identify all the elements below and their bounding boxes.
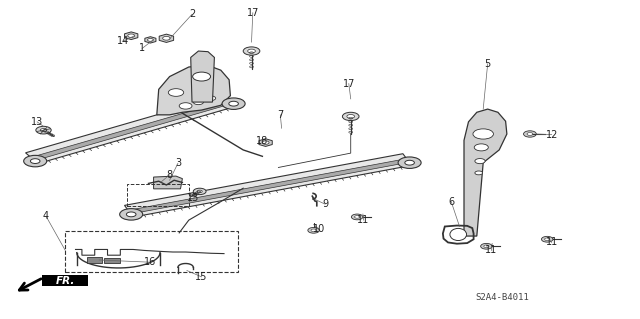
Circle shape [545,238,550,241]
Bar [127,184,189,206]
Polygon shape [26,95,237,164]
Circle shape [308,227,319,233]
Text: 11: 11 [485,245,498,256]
Circle shape [243,47,260,55]
Circle shape [351,214,363,220]
Polygon shape [159,34,173,42]
Polygon shape [154,176,182,189]
Text: 13: 13 [31,117,44,127]
Circle shape [262,141,269,144]
Circle shape [474,144,488,151]
Circle shape [168,89,184,96]
Circle shape [398,157,421,168]
Text: 8: 8 [166,170,173,180]
Circle shape [193,72,211,81]
Text: 3: 3 [175,158,181,168]
Circle shape [355,216,360,218]
Text: 17: 17 [246,8,259,18]
Text: 5: 5 [484,59,491,69]
Bar [87,257,102,263]
Circle shape [475,159,485,164]
Text: 7: 7 [277,110,284,120]
Bar [104,258,120,263]
Circle shape [248,49,255,53]
Circle shape [229,101,239,106]
Text: 18: 18 [256,136,269,146]
Text: 9: 9 [322,199,328,209]
Text: FR.: FR. [56,276,75,286]
FancyBboxPatch shape [42,275,88,286]
Circle shape [147,39,153,41]
Text: 11: 11 [545,237,558,248]
Text: 14: 14 [116,36,129,47]
Polygon shape [259,139,272,146]
Text: 2: 2 [189,9,195,19]
Circle shape [40,129,47,132]
Text: 15: 15 [195,272,208,282]
Text: 4: 4 [43,211,49,221]
Circle shape [193,188,206,195]
Circle shape [473,129,493,139]
Circle shape [24,155,47,167]
Polygon shape [125,154,412,217]
Circle shape [481,243,492,249]
Text: 12: 12 [545,130,558,140]
Polygon shape [157,65,230,115]
Text: S2A4-B4011: S2A4-B4011 [475,293,529,302]
Circle shape [222,98,245,109]
Polygon shape [191,51,214,102]
Polygon shape [31,100,233,161]
Circle shape [527,133,532,136]
Circle shape [342,112,359,121]
Text: 1: 1 [139,43,145,54]
Text: 16: 16 [144,257,157,267]
Circle shape [197,190,202,193]
Text: 17: 17 [342,78,355,89]
Polygon shape [128,159,409,214]
Text: 10: 10 [312,224,325,234]
Circle shape [193,100,204,105]
Circle shape [127,212,136,217]
Circle shape [179,103,192,109]
Circle shape [404,160,415,165]
Circle shape [524,131,536,137]
Circle shape [347,115,355,118]
Circle shape [128,34,134,37]
Circle shape [120,209,143,220]
Circle shape [484,245,489,248]
Polygon shape [125,32,138,40]
Circle shape [311,229,316,232]
Circle shape [207,96,216,100]
Bar [65,231,238,272]
Polygon shape [464,109,507,236]
Circle shape [541,236,553,242]
Polygon shape [145,37,156,43]
Circle shape [475,171,483,175]
Circle shape [31,159,40,164]
Text: 6: 6 [448,197,454,207]
Text: 13: 13 [187,193,200,204]
Ellipse shape [450,228,467,241]
Text: 11: 11 [357,215,370,225]
Circle shape [36,126,51,134]
Circle shape [163,36,170,40]
